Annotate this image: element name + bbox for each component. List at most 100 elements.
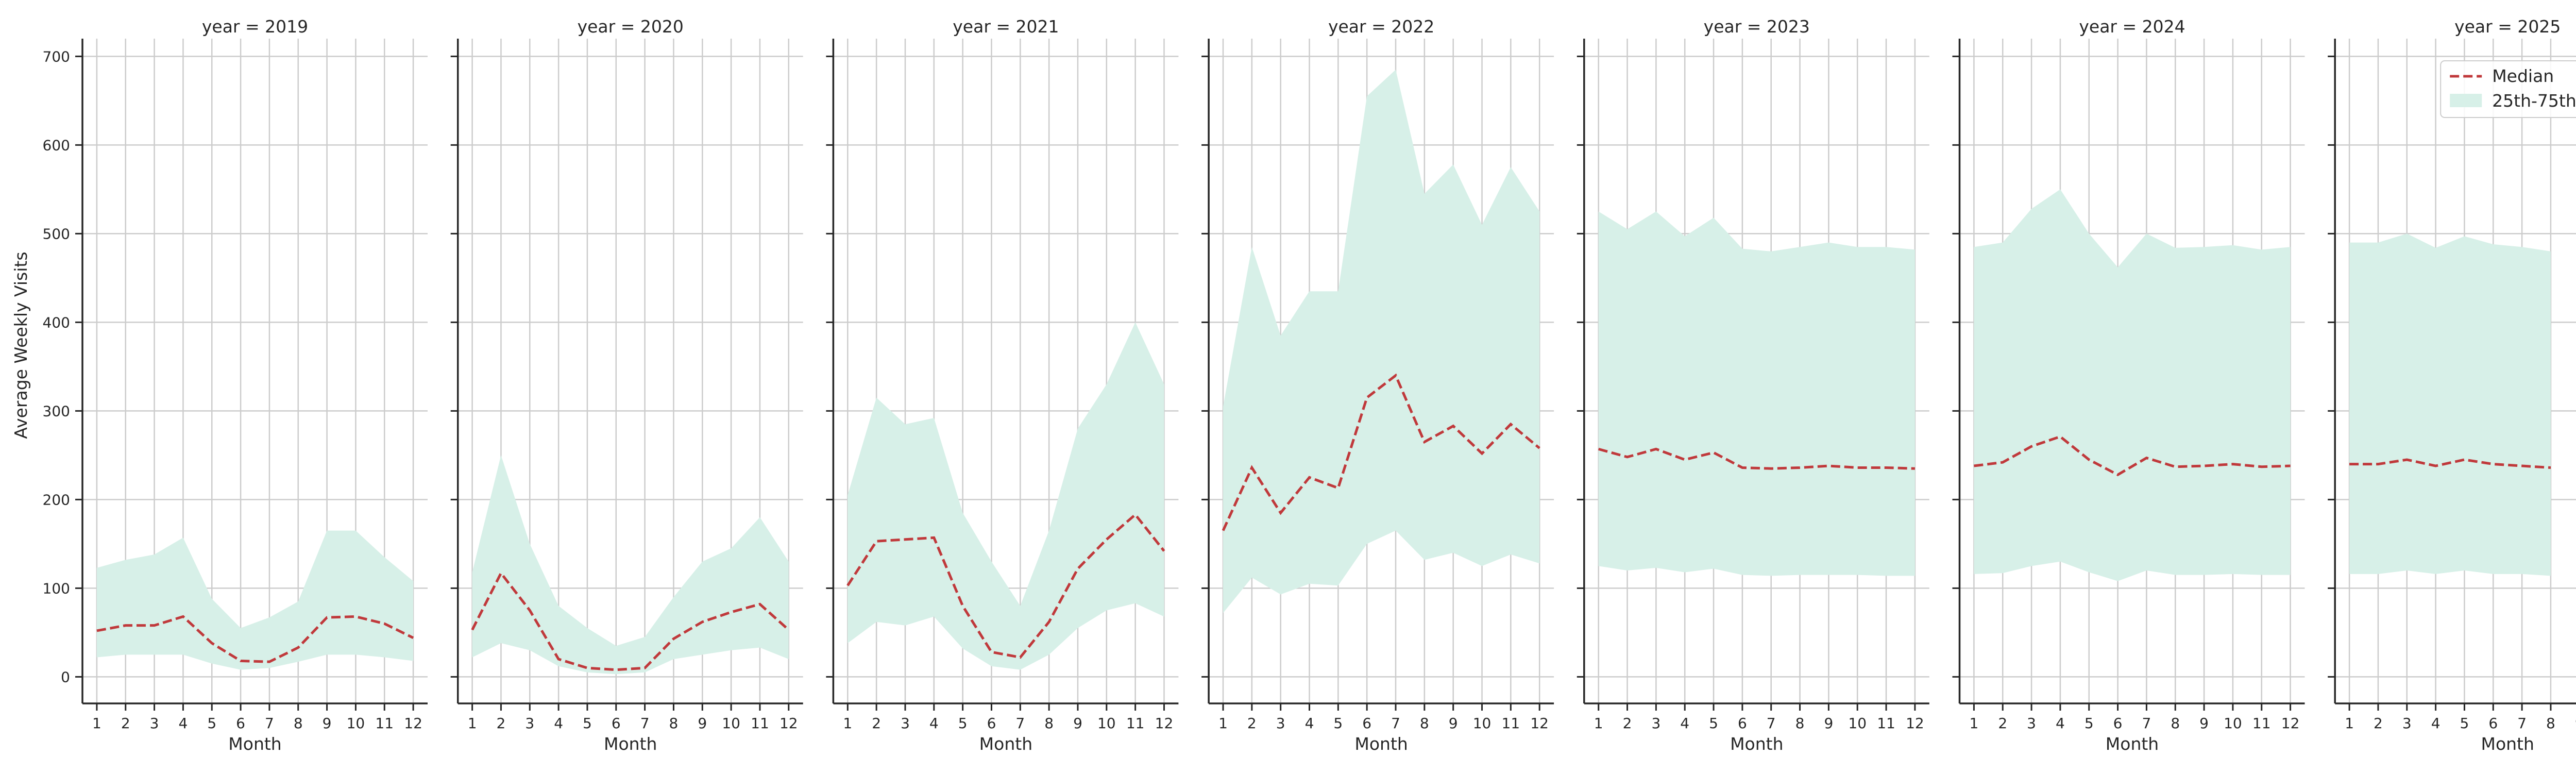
legend: Median 25th-75th Percentile <box>2440 60 2576 118</box>
x-tick-label: 2 <box>2374 715 2383 732</box>
legend-band-swatch <box>2450 94 2482 107</box>
x-tick-label: 6 <box>2488 715 2498 732</box>
legend-median-label: Median <box>2492 66 2554 86</box>
y-axis-title-group: Average Weekly Visits <box>11 251 31 439</box>
median-line <box>2349 458 2551 469</box>
x-tick-label: 5 <box>2084 715 2094 732</box>
x-tick-label: 2 <box>1623 715 1632 732</box>
x-tick-label: 3 <box>2027 715 2036 732</box>
x-tick-label: 3 <box>2402 715 2412 732</box>
x-tick-label: 4 <box>2056 715 2065 732</box>
x-tick-label: 12 <box>2281 715 2300 732</box>
x-tick-label: 7 <box>640 715 650 732</box>
x-tick-label: 9 <box>1824 715 1833 732</box>
x-tick-label: 12 <box>1155 715 1174 732</box>
percentile-band <box>472 455 789 675</box>
x-tick-label: 11 <box>1126 715 1145 732</box>
x-tick-label: 11 <box>751 715 769 732</box>
percentile-band <box>96 530 414 670</box>
x-tick-label: 9 <box>1449 715 1458 732</box>
x-tick-label: 7 <box>265 715 274 732</box>
x-tick-label: 1 <box>92 715 101 732</box>
median-line <box>1222 373 1540 531</box>
x-tick-label: 9 <box>323 715 332 732</box>
y-tick-label: 600 <box>43 137 70 154</box>
legend-band-label: 25th-75th Percentile <box>2492 91 2576 111</box>
percentile-band <box>1598 211 1915 576</box>
x-tick-label: 1 <box>1970 715 1979 732</box>
x-tick-label: 1 <box>2345 715 2354 732</box>
median-line <box>846 513 1165 659</box>
x-tick-label: 6 <box>987 715 996 732</box>
x-tick-label: 12 <box>404 715 422 732</box>
x-tick-label: 8 <box>1420 715 1429 732</box>
x-tick-label: 10 <box>1473 715 1492 732</box>
x-tick-label: 2 <box>121 715 130 732</box>
x-axis-title: Month <box>2106 734 2159 754</box>
y-tick-label: 100 <box>43 580 70 597</box>
x-tick-label: 3 <box>1276 715 1285 732</box>
panel-title: year = 2020 <box>578 16 684 37</box>
x-tick-label: 4 <box>1305 715 1314 732</box>
median-line <box>1598 447 1915 470</box>
percentile-band <box>1223 70 1540 613</box>
x-tick-label: 11 <box>375 715 394 732</box>
x-tick-label: 7 <box>1391 715 1400 732</box>
x-tick-label: 4 <box>1680 715 1689 732</box>
percentile-band <box>1974 189 2291 581</box>
median-line <box>1974 435 2291 477</box>
x-tick-label: 11 <box>1877 715 1895 732</box>
x-tick-label: 8 <box>1795 715 1805 732</box>
x-tick-label: 9 <box>2575 715 2576 732</box>
x-tick-label: 6 <box>1362 715 1371 732</box>
x-axis-title: Month <box>604 734 657 754</box>
x-tick-label: 1 <box>468 715 477 732</box>
panel-title: year = 2025 <box>2454 16 2561 37</box>
x-tick-label: 8 <box>1044 715 1054 732</box>
x-tick-label: 10 <box>1097 715 1116 732</box>
x-tick-label: 11 <box>1502 715 1520 732</box>
percentile-band <box>848 322 1164 670</box>
x-tick-label: 6 <box>236 715 245 732</box>
median-line <box>96 615 414 663</box>
median-line <box>471 570 790 671</box>
x-tick-label: 8 <box>2171 715 2180 732</box>
x-tick-label: 10 <box>1848 715 1867 732</box>
x-axis-title: Month <box>2481 734 2534 754</box>
x-axis-title: Month <box>1354 734 1408 754</box>
x-tick-label: 2 <box>1247 715 1257 732</box>
panel-title: year = 2024 <box>2079 16 2185 37</box>
x-tick-label: 8 <box>294 715 303 732</box>
panel-title: year = 2022 <box>1328 16 1434 37</box>
x-tick-label: 3 <box>150 715 159 732</box>
x-tick-label: 2 <box>1998 715 2007 732</box>
y-tick-label: 200 <box>43 491 70 508</box>
x-tick-label: 9 <box>2199 715 2209 732</box>
x-tick-label: 4 <box>929 715 939 732</box>
x-tick-label: 8 <box>2546 715 2555 732</box>
x-tick-label: 3 <box>1651 715 1660 732</box>
x-tick-label: 4 <box>554 715 563 732</box>
x-tick-label: 2 <box>872 715 881 732</box>
x-tick-label: 12 <box>779 715 798 732</box>
x-axis-title: Month <box>228 734 281 754</box>
x-axis-title: Month <box>1730 734 1783 754</box>
y-tick-label: 700 <box>43 48 70 65</box>
x-tick-label: 1 <box>1594 715 1603 732</box>
y-tick-label: 0 <box>61 668 70 685</box>
percentile-band <box>2349 233 2551 576</box>
x-tick-label: 1 <box>843 715 852 732</box>
x-tick-label: 7 <box>1015 715 1025 732</box>
x-tick-label: 5 <box>207 715 216 732</box>
x-tick-label: 9 <box>1073 715 1082 732</box>
x-tick-label: 6 <box>2113 715 2123 732</box>
x-tick-label: 6 <box>612 715 621 732</box>
x-tick-label: 10 <box>347 715 365 732</box>
